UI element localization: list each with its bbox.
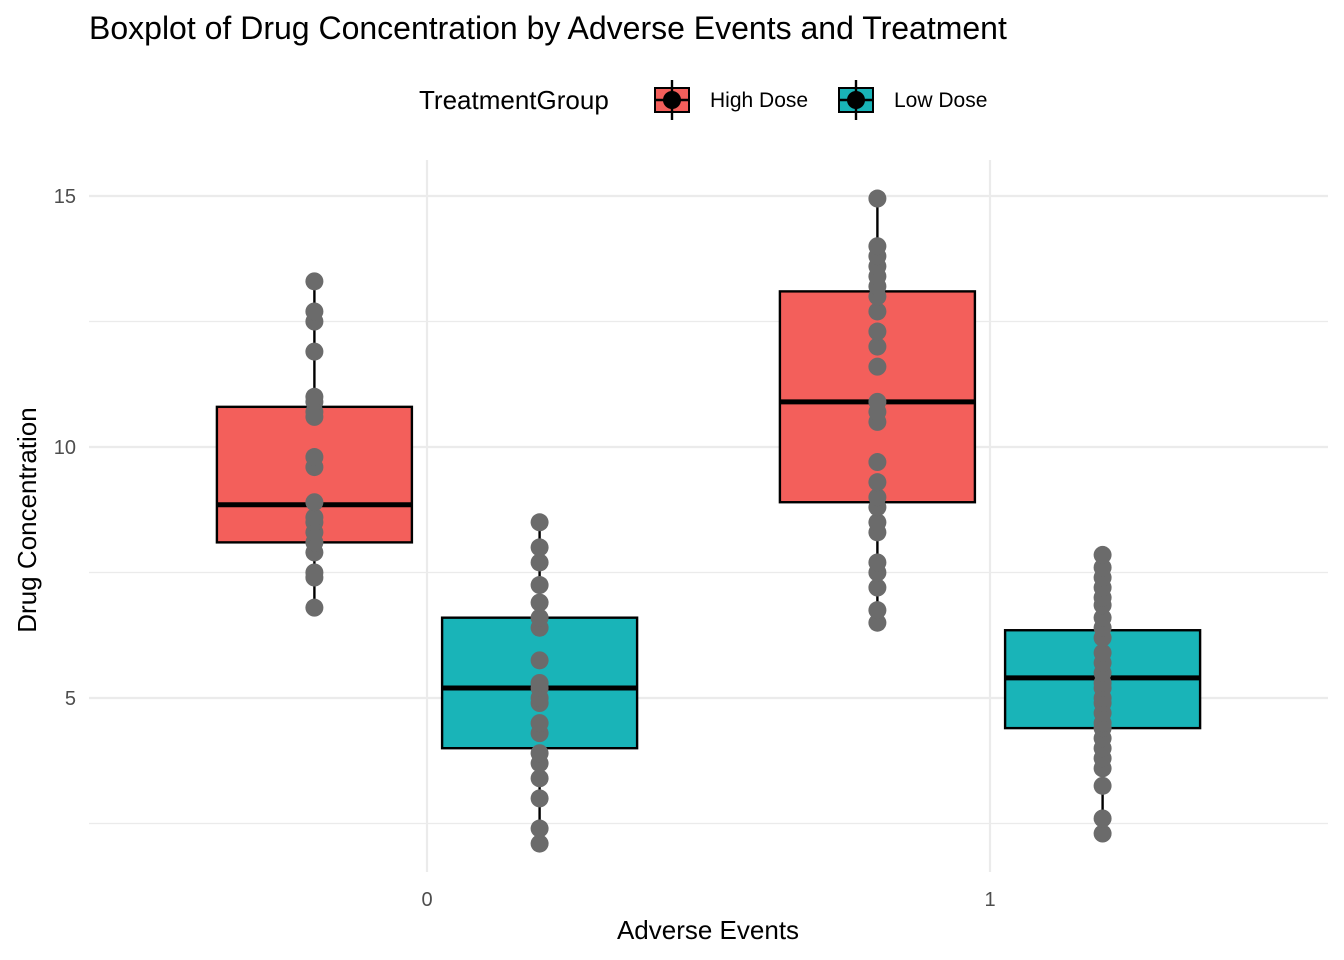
chart-title: Boxplot of Drug Concentration by Adverse…	[89, 10, 1007, 46]
data-point	[1093, 643, 1112, 662]
box-low-dose-1	[1003, 545, 1202, 843]
data-point	[530, 553, 549, 572]
y-axis-ticks: 5 10 15	[54, 186, 76, 710]
legend-key-point	[847, 91, 865, 109]
x-tick-label: 1	[984, 889, 995, 911]
legend-label: High Dose	[710, 89, 808, 112]
data-point	[868, 357, 887, 376]
data-point	[1093, 558, 1112, 577]
data-point	[305, 272, 324, 291]
data-point	[530, 714, 549, 733]
data-point	[868, 189, 887, 208]
legend-entry-high-dose: High Dose	[654, 80, 808, 120]
data-point	[305, 563, 324, 582]
data-point	[530, 608, 549, 627]
data-point	[868, 237, 887, 256]
legend-title: TreatmentGroup	[419, 85, 609, 115]
data-point	[868, 601, 887, 620]
box-high-dose-0	[215, 272, 414, 617]
data-point	[1093, 608, 1112, 627]
data-point	[868, 513, 887, 532]
data-point	[530, 593, 549, 612]
data-point	[868, 302, 887, 321]
data-point	[530, 576, 549, 595]
data-point	[868, 578, 887, 597]
data-point	[530, 538, 549, 557]
data-point	[530, 834, 549, 853]
data-point	[530, 819, 549, 838]
data-point	[305, 508, 324, 527]
data-point	[305, 387, 324, 406]
data-point	[868, 322, 887, 341]
data-point	[530, 744, 549, 763]
y-tick-label: 5	[65, 688, 76, 710]
data-point	[305, 342, 324, 361]
data-point	[530, 513, 549, 532]
data-point	[305, 448, 324, 467]
x-tick-label: 0	[421, 889, 432, 911]
data-point	[530, 673, 549, 692]
data-point	[305, 598, 324, 617]
legend-entry-low-dose: Low Dose	[838, 80, 987, 120]
box-low-dose-0	[440, 513, 639, 853]
data-point	[530, 651, 549, 670]
data-point	[1093, 776, 1112, 795]
data-point	[868, 488, 887, 507]
y-axis-title: Drug Concentration	[12, 407, 42, 632]
legend: TreatmentGroup High Dose Low Dose	[419, 80, 987, 120]
data-point	[868, 337, 887, 356]
data-point	[1093, 809, 1112, 828]
boxes	[215, 189, 1202, 853]
data-point	[868, 473, 887, 492]
data-point	[868, 613, 887, 632]
data-point	[530, 769, 549, 788]
y-tick-label: 15	[54, 186, 76, 208]
grid	[89, 160, 1328, 872]
data-point	[868, 453, 887, 472]
x-axis-title: Adverse Events	[617, 915, 799, 945]
legend-key-point	[663, 91, 681, 109]
data-point	[868, 553, 887, 572]
data-point	[1093, 545, 1112, 564]
data-point	[305, 493, 324, 512]
legend-label: Low Dose	[894, 89, 987, 112]
data-point	[868, 392, 887, 411]
box-high-dose-1	[778, 189, 977, 632]
data-point	[530, 789, 549, 808]
data-point	[305, 302, 324, 321]
y-tick-label: 10	[54, 437, 76, 459]
data-point	[1093, 824, 1112, 843]
